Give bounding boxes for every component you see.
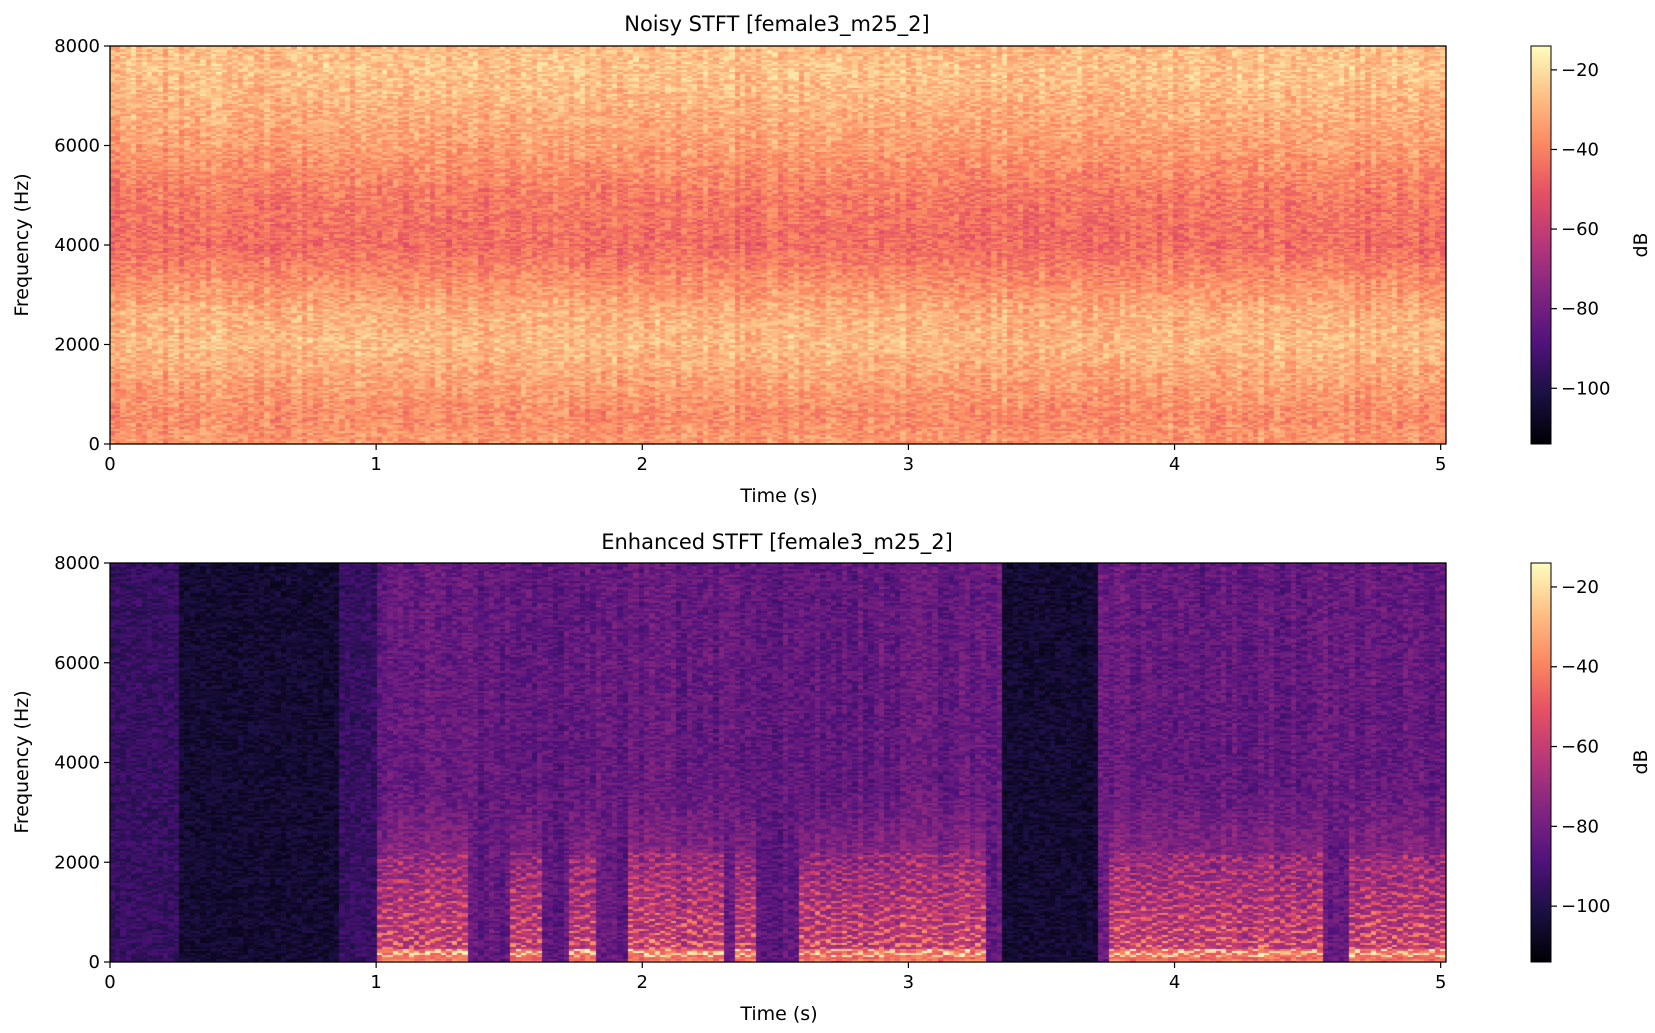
x-tick-label: 1 [370, 972, 381, 993]
y-tick-label: 2000 [54, 852, 100, 873]
y-tick-label: 6000 [54, 136, 100, 157]
colorbar-label: dB [1630, 749, 1652, 774]
y-tick-label: 6000 [54, 653, 100, 674]
x-axis-label: Time (s) [739, 1003, 817, 1025]
y-tick-label: 8000 [54, 36, 100, 57]
panel-noisy: Noisy STFT [female3_m25_2] 0 2000 4000 6000… [11, 12, 1652, 507]
x-tick-label: 0 [104, 972, 115, 993]
colorbar-tick-label: −40 [1561, 139, 1599, 160]
x-tick-label: 5 [1435, 972, 1446, 993]
colorbar-tick-label: −80 [1561, 816, 1599, 837]
x-tick-label: 3 [903, 454, 914, 475]
x-tick-label: 4 [1169, 972, 1180, 993]
y-tick-label: 2000 [54, 335, 100, 356]
x-axis-ticks: 0 1 2 3 4 5 [104, 962, 1446, 993]
colorbar-tick-label: −100 [1561, 378, 1610, 399]
colorbar-ticks: −20 −40 −60 −80 −100 [1551, 577, 1610, 917]
colorbar-ticks: −20 −40 −60 −80 −100 [1551, 60, 1610, 399]
x-tick-label: 1 [370, 454, 381, 475]
x-axis-label: Time (s) [739, 485, 817, 507]
colorbar-tick-label: −80 [1561, 299, 1599, 320]
spectrogram-enhanced [110, 563, 1446, 962]
colorbar [1530, 45, 1552, 445]
x-tick-label: 2 [637, 972, 648, 993]
colorbar-label: dB [1630, 232, 1652, 257]
x-tick-label: 0 [104, 454, 115, 475]
chart-title: Enhanced STFT [female3_m25_2] [601, 530, 953, 555]
x-tick-label: 2 [637, 454, 648, 475]
y-tick-label: 0 [89, 952, 100, 973]
y-axis-label: Frequency (Hz) [11, 173, 33, 316]
x-tick-label: 4 [1169, 454, 1180, 475]
y-tick-label: 4000 [54, 235, 100, 256]
colorbar-tick-label: −20 [1561, 577, 1599, 598]
colorbar-tick-label: −60 [1561, 737, 1599, 758]
colorbar-tick-label: −60 [1561, 219, 1599, 240]
y-axis-label: Frequency (Hz) [11, 690, 33, 833]
x-tick-label: 5 [1435, 454, 1446, 475]
chart-title: Noisy STFT [female3_m25_2] [624, 12, 929, 37]
colorbar [1530, 562, 1552, 963]
spectrogram-noisy [110, 46, 1446, 444]
colorbar-tick-label: −20 [1561, 60, 1599, 81]
x-axis-ticks: 0 1 2 3 4 5 [104, 444, 1446, 475]
panel-enhanced: Enhanced STFT [female3_m25_2] 0 2000 4000 6… [11, 530, 1652, 1025]
y-axis-ticks: 0 2000 4000 6000 8000 [54, 36, 110, 455]
x-tick-label: 3 [903, 972, 914, 993]
y-axis-ticks: 0 2000 4000 6000 8000 [54, 553, 110, 973]
y-tick-label: 0 [89, 434, 100, 455]
y-tick-label: 4000 [54, 753, 100, 774]
colorbar-tick-label: −40 [1561, 657, 1599, 678]
colorbar-tick-label: −100 [1561, 896, 1610, 917]
y-tick-label: 8000 [54, 553, 100, 574]
